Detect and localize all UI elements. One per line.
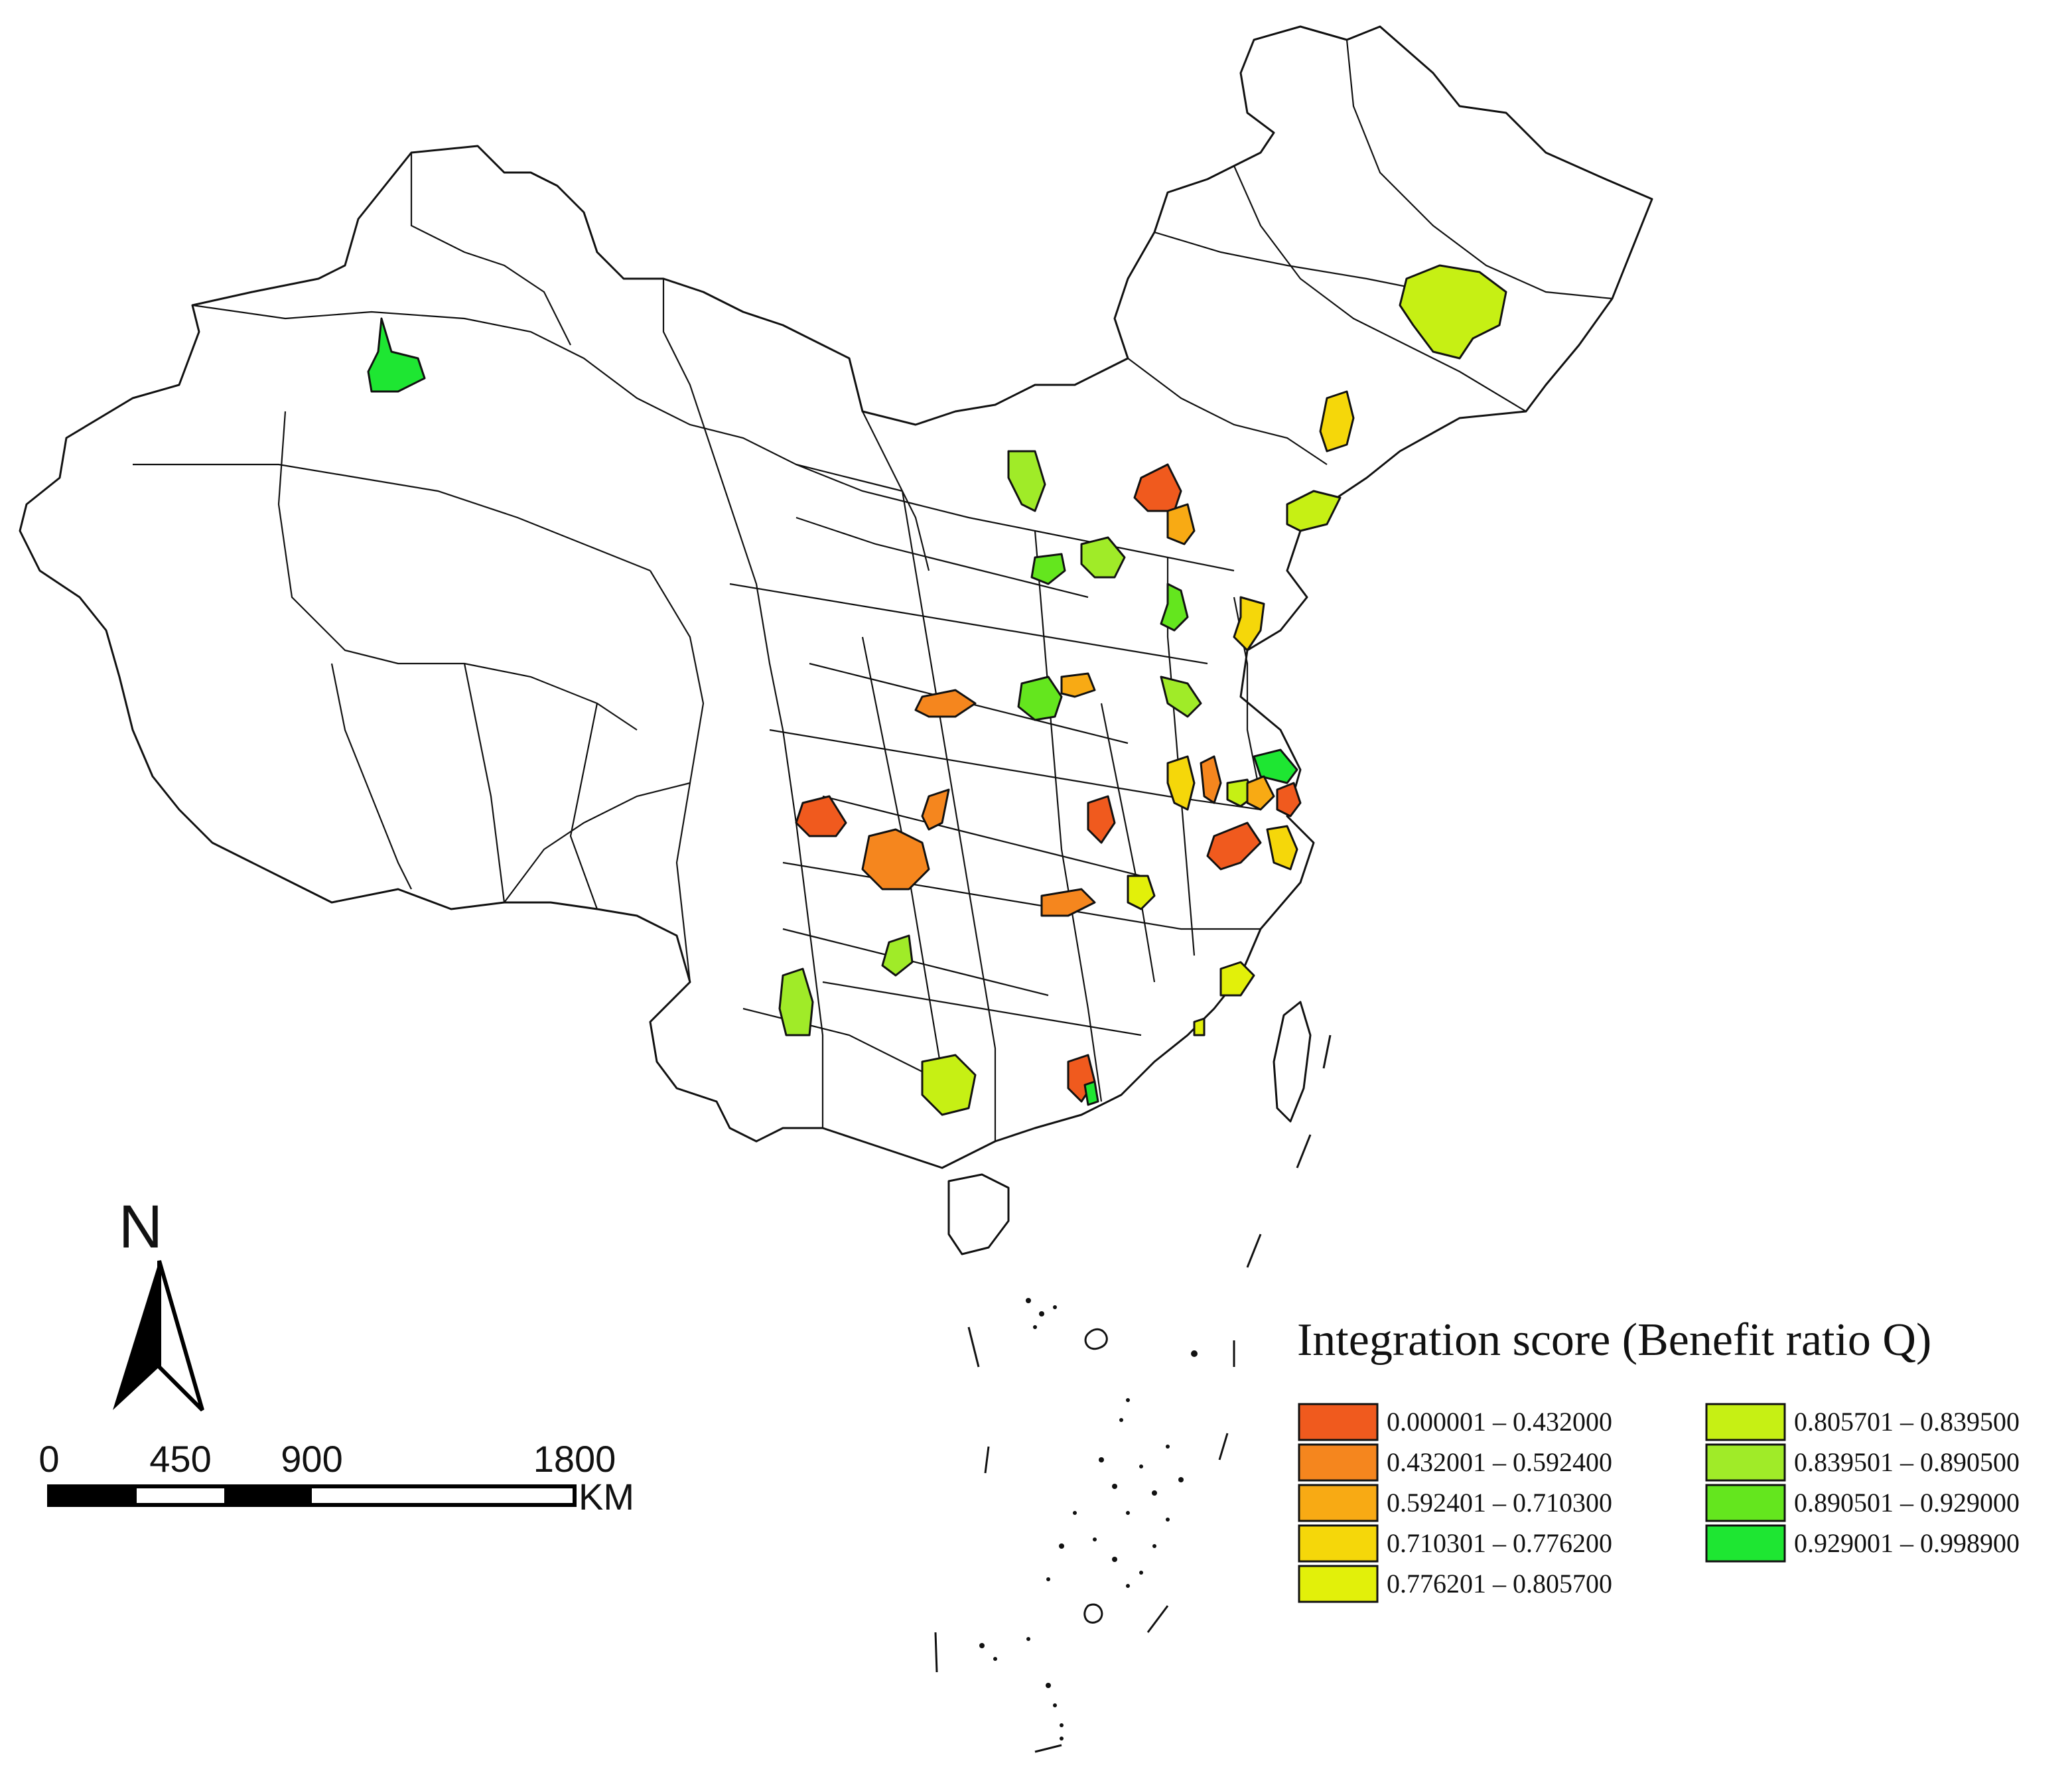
province-boundaries	[133, 39, 1613, 1141]
north-arrow: N	[113, 1193, 204, 1412]
south-china-sea-boundaries	[934, 1034, 1332, 1753]
city-liaoning-coast	[1286, 490, 1342, 532]
legend-items: 0.000001 – 0.432000 0.432001 – 0.592400 0.…	[1298, 1403, 2020, 1603]
legend-swatch-6	[1705, 1403, 1786, 1441]
highlighted-cities	[367, 264, 1507, 1116]
city-hengyang	[1127, 875, 1156, 910]
city-guiyang	[881, 934, 914, 977]
city-chongqing	[861, 828, 930, 890]
city-northeast-large	[1399, 264, 1507, 360]
city-shijiazhuang	[1080, 536, 1126, 579]
scale-tick-0: 0	[38, 1438, 59, 1480]
legend-label-1: 0.000001 – 0.432000	[1387, 1407, 1612, 1437]
legend-label-7: 0.839501 – 0.890500	[1794, 1447, 2020, 1477]
scale-unit: KM	[579, 1476, 634, 1518]
city-xiamen	[1193, 1017, 1206, 1036]
city-nanning	[921, 1054, 977, 1116]
taiwan-island	[1273, 1001, 1312, 1123]
city-taiyuan	[1030, 553, 1066, 585]
north-arrow-icon	[113, 1261, 159, 1410]
city-wuxi	[1246, 775, 1275, 811]
legend-label-8: 0.890501 – 0.929000	[1794, 1488, 2020, 1518]
legend-label-5: 0.776201 – 0.805700	[1387, 1569, 1612, 1599]
legend-label-9: 0.929001 – 0.998900	[1794, 1528, 2020, 1558]
legend: Integration score (Benefit ratio Q) 0.00…	[1297, 1315, 2020, 1603]
city-shanghai	[1276, 782, 1302, 818]
city-nanjing	[1166, 755, 1196, 811]
legend-swatch-1	[1298, 1403, 1379, 1441]
city-chengdu-south	[921, 788, 950, 831]
city-hefei	[1200, 755, 1222, 804]
city-zhengzhou	[1017, 676, 1063, 721]
city-hangzhou	[1266, 825, 1298, 871]
legend-label-6: 0.805701 – 0.839500	[1794, 1407, 2020, 1437]
legend-swatch-2	[1298, 1443, 1379, 1482]
legend-swatch-5	[1298, 1565, 1379, 1603]
legend-label-3: 0.592401 – 0.710300	[1387, 1488, 1612, 1518]
legend-swatch-8	[1705, 1484, 1786, 1522]
city-nanchang	[1206, 821, 1262, 871]
legend-swatch-7	[1705, 1443, 1786, 1482]
scale-tick-1800: 1800	[533, 1438, 616, 1480]
hainan-island	[947, 1173, 1010, 1255]
city-xuzhou	[1160, 676, 1202, 718]
city-xian	[914, 689, 977, 718]
legend-swatch-9	[1705, 1524, 1786, 1563]
scale-tick-900: 900	[281, 1438, 342, 1480]
city-jinan	[1160, 583, 1189, 632]
legend-swatch-3	[1298, 1484, 1379, 1522]
north-label: N	[119, 1193, 163, 1261]
city-fuzhou	[1219, 961, 1255, 997]
legend-label-2: 0.432001 – 0.592400	[1387, 1447, 1612, 1477]
legend-swatch-4	[1298, 1524, 1379, 1563]
city-tianjin	[1166, 503, 1196, 545]
city-northwest	[367, 317, 426, 393]
city-changsha	[1040, 888, 1096, 917]
legend-label-4: 0.710301 – 0.776200	[1387, 1528, 1612, 1558]
city-qingdao	[1233, 596, 1265, 652]
city-kunming	[778, 967, 814, 1036]
city-wuhan	[1087, 795, 1116, 844]
scale-tick-450: 450	[149, 1438, 211, 1480]
north-arrow-outline	[157, 1260, 204, 1412]
island-dots	[979, 1298, 1198, 1741]
city-liaoning-north	[1319, 390, 1355, 453]
city-hohhot	[1007, 450, 1046, 512]
scale-bar: 0 450 900 1800 KM	[38, 1438, 634, 1518]
city-chengdu	[795, 795, 847, 837]
legend-title: Integration score (Benefit ratio Q)	[1297, 1315, 1931, 1366]
china-outline	[19, 25, 1653, 1169]
city-yangzhou	[1253, 748, 1298, 784]
city-kaifeng	[1060, 672, 1096, 698]
city-shenzhen	[1083, 1080, 1099, 1106]
